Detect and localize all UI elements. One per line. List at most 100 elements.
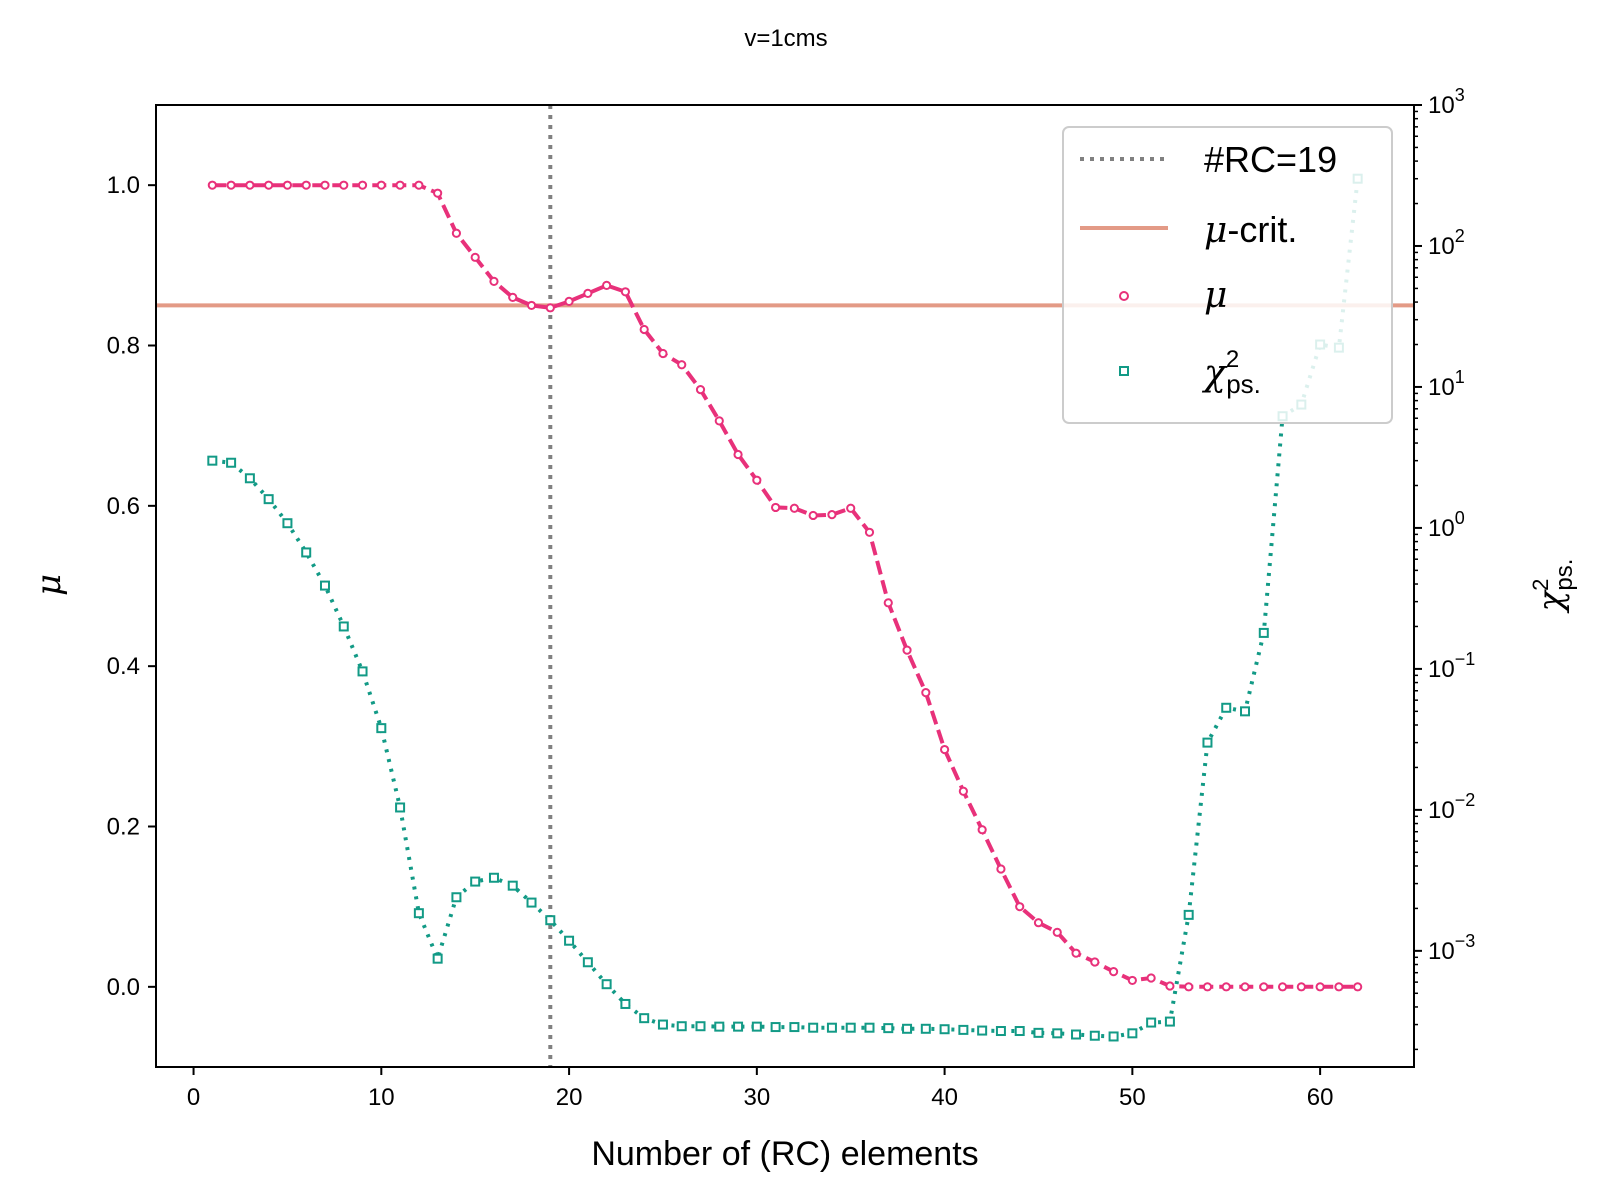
- mu-point: [977, 825, 987, 835]
- x-tick-label: 20: [556, 1084, 583, 1111]
- y-right-tick-label: 10−1: [1428, 649, 1475, 683]
- mu-point: [1334, 982, 1344, 992]
- mu-point: [470, 252, 480, 262]
- chi2-point: [338, 621, 349, 632]
- mu-point: [620, 287, 631, 297]
- mu-point: [677, 360, 687, 370]
- mu-point: [921, 688, 931, 698]
- y-left-tick-label: 0.8: [107, 333, 140, 360]
- chi2-point: [207, 455, 218, 466]
- mu-point: [1052, 927, 1062, 937]
- chi2-point: [488, 872, 499, 883]
- chi2-point: [826, 1022, 837, 1033]
- chart-title: v=1cms: [744, 25, 827, 52]
- mu-point: [395, 180, 405, 190]
- chi2-point: [864, 1022, 875, 1033]
- mu-point: [1127, 975, 1137, 986]
- y-right-tick-label: 10−3: [1428, 931, 1475, 965]
- plot-marks: [156, 105, 1414, 1067]
- x-tick-label: 40: [931, 1084, 958, 1111]
- chi2-point: [676, 1021, 687, 1032]
- mu-point: [508, 292, 518, 302]
- mu-point: [564, 296, 574, 307]
- mu-point: [433, 188, 443, 198]
- x-tick-label: 50: [1119, 1084, 1146, 1111]
- chi2-point: [1240, 706, 1251, 717]
- y-right-title-base: χ: [1531, 588, 1571, 613]
- x-tick-label: 60: [1307, 1084, 1334, 1111]
- mu-point: [1202, 982, 1213, 992]
- mu-point: [489, 276, 499, 286]
- mu-point: [996, 864, 1006, 874]
- y-axis-right: 10−3 10−2 10−1 100 101 102 103: [1414, 85, 1475, 1051]
- chi2-point: [845, 1022, 856, 1033]
- chi2-point: [545, 915, 556, 926]
- chi2-point: [1108, 1031, 1119, 1042]
- chi2-point: [939, 1024, 950, 1035]
- chi2-point: [620, 998, 631, 1009]
- mu-point: [545, 303, 555, 313]
- chi2-point: [770, 1022, 781, 1033]
- chi2-point: [451, 892, 462, 903]
- chi2-point: [977, 1025, 988, 1036]
- chi2-point: [695, 1021, 706, 1032]
- chi2-point: [357, 666, 368, 677]
- chi2-point: [733, 1021, 744, 1032]
- legend: #RC=19 μ-crit. μ χ2 ps.: [1062, 126, 1393, 424]
- y-right-title-sup: 2: [1528, 579, 1553, 591]
- y-right-tick-label: 101: [1428, 367, 1465, 401]
- mu-point: [357, 180, 368, 190]
- chi2-point: [883, 1023, 894, 1034]
- chi2-point: [526, 897, 537, 908]
- chi2-point: [1258, 627, 1269, 638]
- y-left-tick-label: 0.4: [107, 653, 140, 680]
- mu-point: [1240, 982, 1250, 992]
- chi2-point: [507, 880, 518, 891]
- chi2-point: [1183, 909, 1194, 920]
- legend-box: [1062, 126, 1393, 424]
- chi2-point: [751, 1021, 762, 1032]
- mu-point: [226, 180, 236, 190]
- mu-point: [207, 180, 217, 190]
- chi2-point: [714, 1021, 725, 1032]
- plot-frame: [155, 104, 1415, 1068]
- mu-point: [376, 180, 386, 190]
- y-right-tick-label: 100: [1428, 508, 1465, 542]
- chi2-point: [282, 518, 293, 529]
- mu-point: [1353, 982, 1363, 992]
- chi2-point: [582, 957, 593, 968]
- y-axis-left: 0.0 0.2 0.4 0.6 0.8 1.0: [107, 172, 156, 1001]
- mu-point: [282, 180, 293, 190]
- y-left-tick-label: 1.0: [107, 172, 140, 199]
- mu-point: [1033, 918, 1044, 928]
- chi2-point: [789, 1022, 800, 1033]
- chi2-point: [601, 979, 612, 990]
- mu-point: [714, 416, 724, 426]
- y-left-tick-label: 0.6: [107, 493, 140, 520]
- chi2-point: [995, 1026, 1006, 1037]
- mu-point: [301, 180, 311, 190]
- y-left-tick-label: 0.2: [107, 814, 140, 841]
- legend-vline-label: #RC=19: [1204, 139, 1337, 180]
- mu-point: [883, 598, 893, 608]
- legend-hline-label: μ-crit.: [1204, 209, 1297, 251]
- chi2-point: [1127, 1028, 1138, 1039]
- mu-point: [752, 475, 762, 485]
- x-axis: 0 10 20 30 40 50 60: [187, 1067, 1334, 1111]
- mu-point: [1315, 982, 1325, 992]
- chi2-point: [808, 1022, 819, 1033]
- mu-point: [733, 449, 743, 460]
- mu-point: [526, 300, 537, 311]
- y-right-axis-title: χ2ps.: [1528, 559, 1578, 614]
- mu-point: [658, 348, 668, 359]
- y-right-tick-label: 102: [1428, 226, 1465, 260]
- chi2-point: [920, 1023, 931, 1034]
- mu-point: [1184, 982, 1194, 992]
- mu-point: [771, 502, 781, 513]
- chi2-point: [413, 908, 424, 919]
- chi2-point: [395, 802, 406, 813]
- chi2-point: [1071, 1029, 1082, 1040]
- chi2-point: [1221, 702, 1232, 713]
- mu-point: [846, 503, 856, 513]
- mu-point: [808, 510, 818, 521]
